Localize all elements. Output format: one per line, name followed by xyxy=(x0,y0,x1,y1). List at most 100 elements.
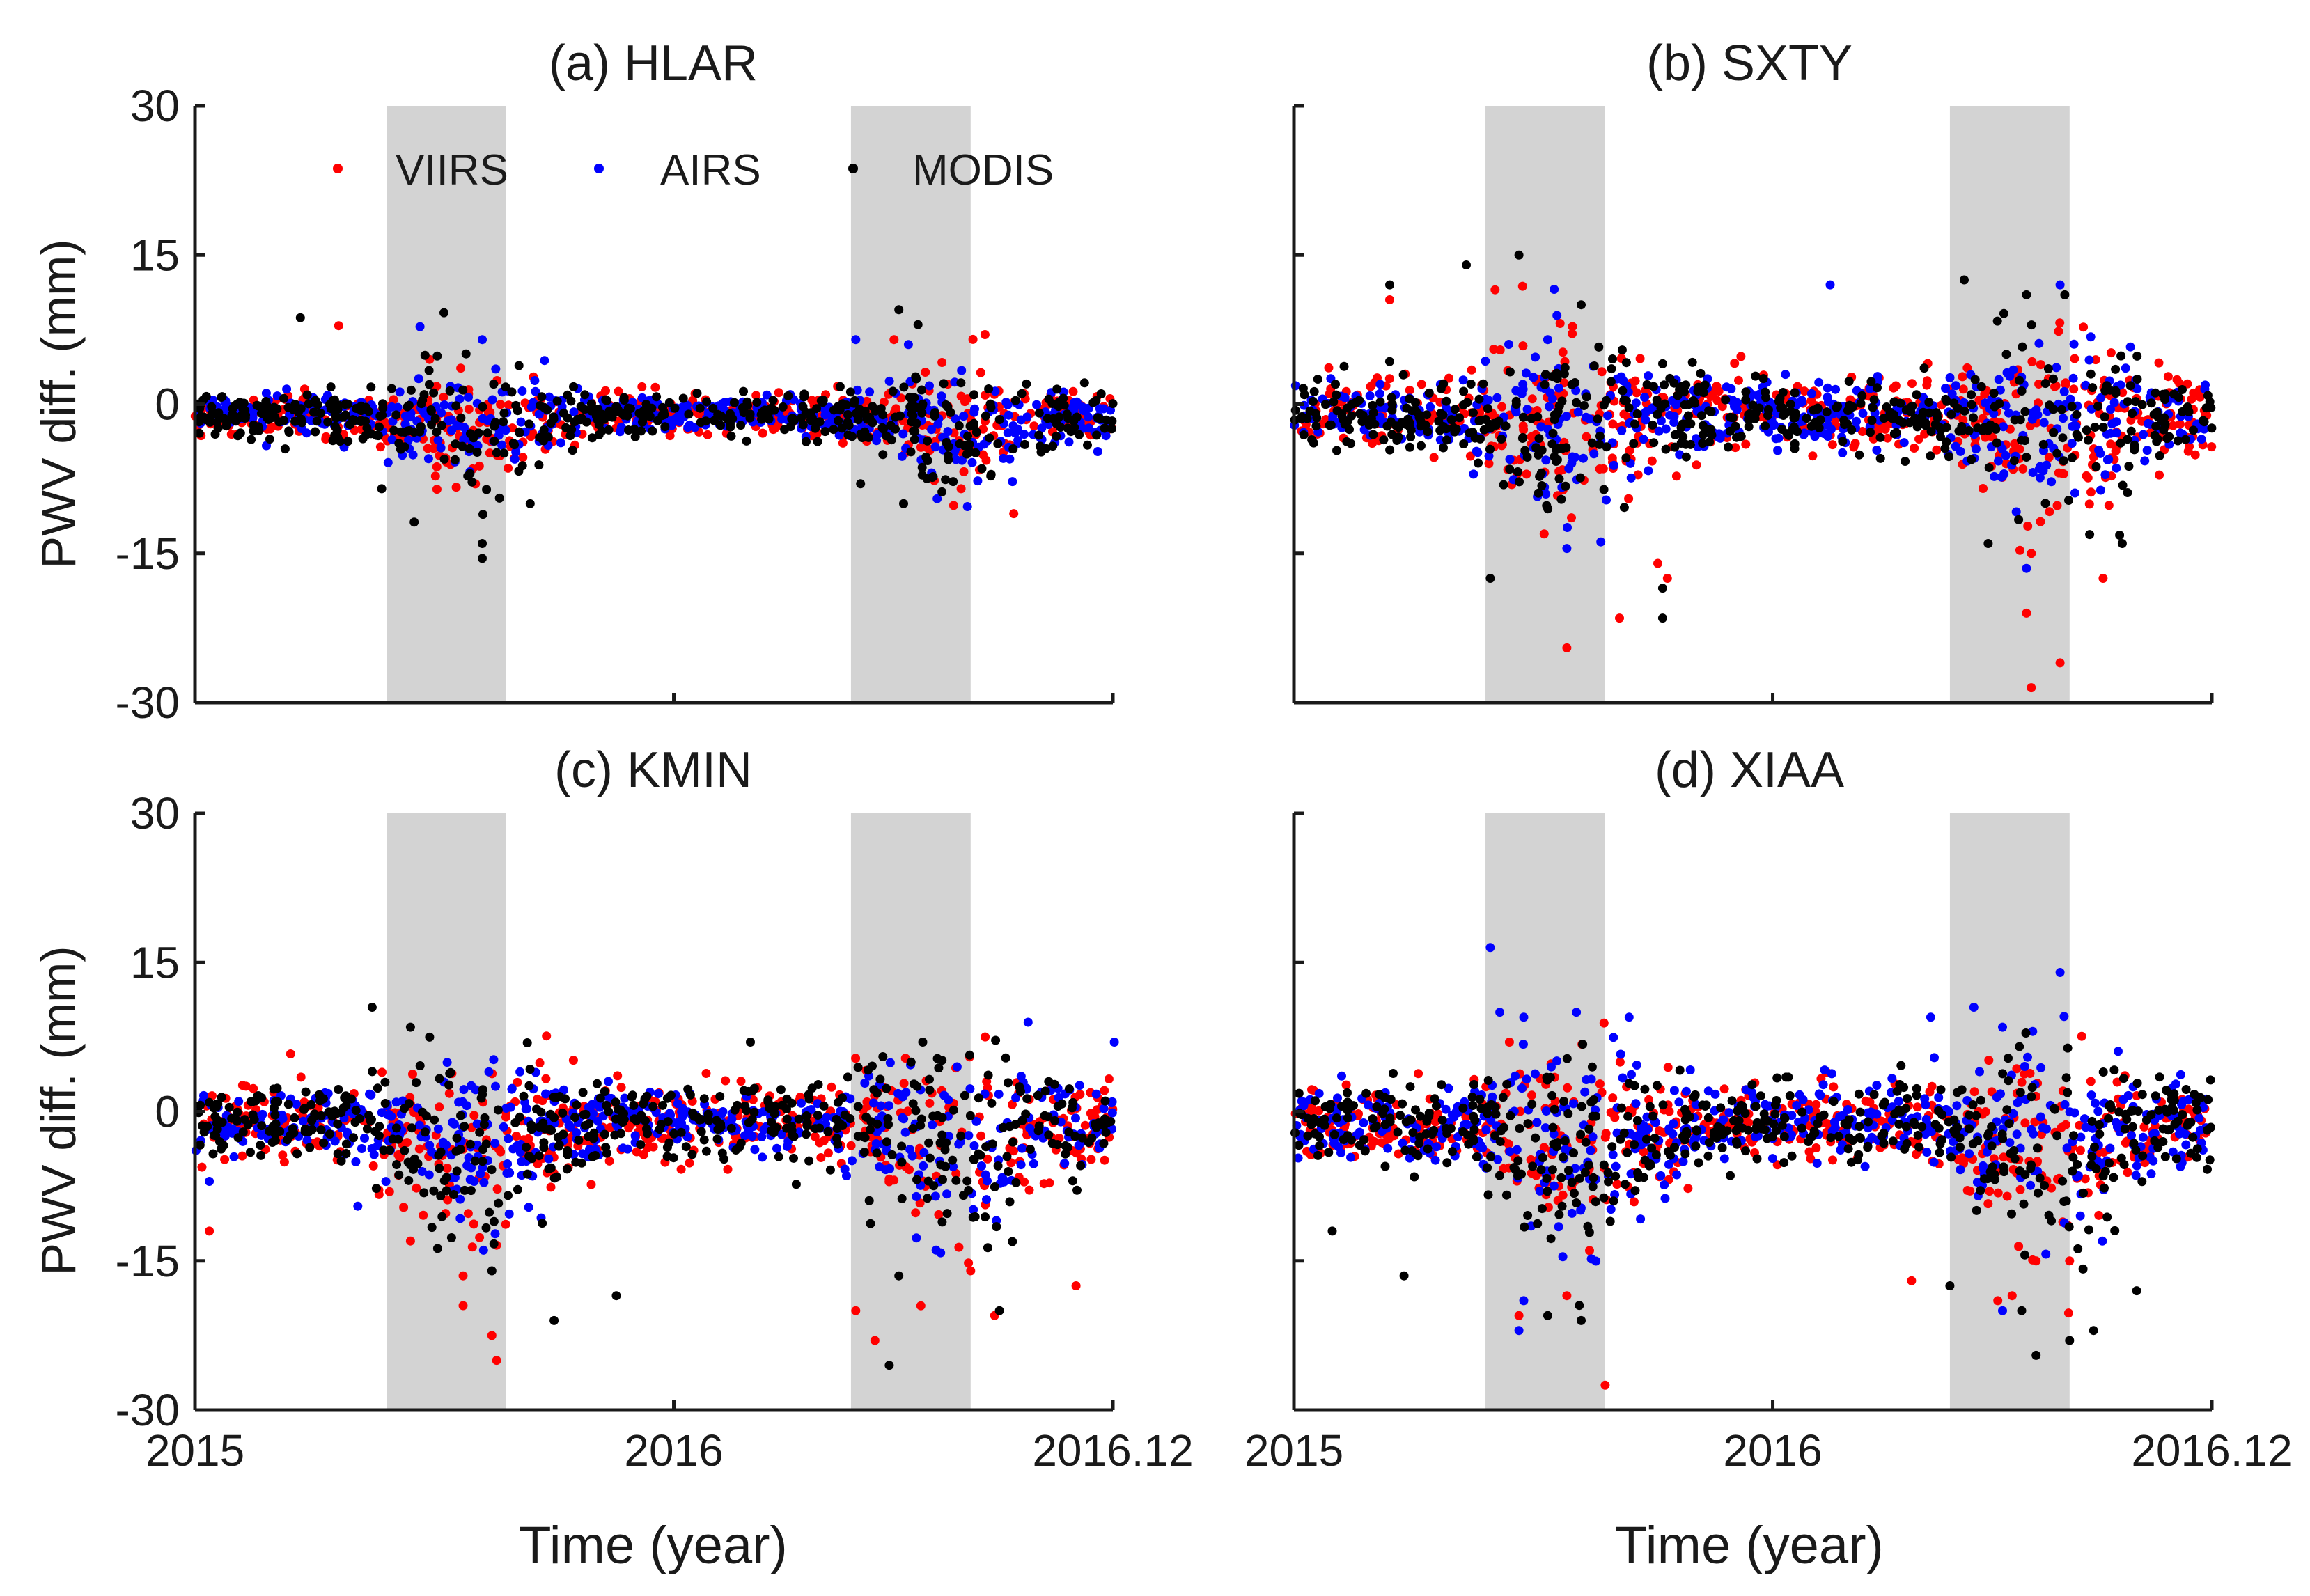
data-point xyxy=(1899,438,1909,448)
data-point xyxy=(1024,1185,1034,1195)
data-point xyxy=(464,392,473,402)
data-point xyxy=(912,1191,921,1201)
data-point xyxy=(660,422,670,432)
data-point xyxy=(1467,365,1476,375)
data-point xyxy=(247,435,256,444)
data-point xyxy=(767,403,776,413)
data-point xyxy=(469,1111,479,1120)
data-point xyxy=(232,1116,242,1126)
data-point xyxy=(360,1134,369,1143)
data-point xyxy=(922,474,932,483)
data-point xyxy=(2052,363,2061,373)
data-point xyxy=(884,376,894,386)
data-point xyxy=(845,387,855,397)
data-point xyxy=(859,1148,869,1157)
data-point xyxy=(1947,389,1957,399)
data-point xyxy=(1921,421,1930,430)
data-point xyxy=(435,1102,444,1112)
data-point xyxy=(2086,332,2096,342)
data-point xyxy=(374,1131,384,1141)
data-point xyxy=(2183,402,2192,412)
data-point xyxy=(1545,402,1554,412)
data-point xyxy=(2132,351,2142,361)
data-point xyxy=(925,1098,935,1108)
data-point xyxy=(341,410,350,420)
data-point xyxy=(456,363,466,373)
data-point xyxy=(869,1098,878,1108)
data-point xyxy=(433,1124,443,1134)
data-point xyxy=(2085,530,2095,540)
data-point xyxy=(532,1104,541,1114)
data-point xyxy=(911,1208,921,1218)
data-point xyxy=(508,1144,518,1154)
data-point xyxy=(474,428,483,438)
data-point xyxy=(1045,1178,1054,1188)
data-point xyxy=(701,1146,711,1156)
data-point xyxy=(545,392,554,402)
data-point xyxy=(1495,345,1505,354)
data-point xyxy=(234,1097,244,1106)
data-point xyxy=(233,431,242,441)
data-point xyxy=(1907,379,1917,389)
data-point xyxy=(721,1076,731,1086)
data-point xyxy=(944,1095,953,1105)
data-point xyxy=(960,1090,969,1100)
data-point xyxy=(870,1336,880,1345)
data-point xyxy=(1100,423,1109,433)
data-point xyxy=(2014,515,2024,524)
data-point xyxy=(843,418,852,427)
data-point xyxy=(511,1132,521,1141)
data-point xyxy=(249,1115,259,1125)
data-point xyxy=(868,1061,877,1071)
data-point xyxy=(993,1161,1003,1171)
data-point xyxy=(367,1115,376,1125)
data-point xyxy=(768,396,778,405)
data-point xyxy=(412,1183,421,1193)
data-point xyxy=(1521,368,1531,378)
data-point xyxy=(970,1212,980,1221)
data-point xyxy=(224,1102,234,1112)
data-point xyxy=(1635,354,1645,363)
data-point xyxy=(538,431,548,441)
data-point xyxy=(205,1177,214,1186)
data-point xyxy=(2142,446,2152,455)
data-point xyxy=(198,395,208,405)
data-point xyxy=(2034,338,2044,348)
data-point xyxy=(329,395,339,405)
data-point xyxy=(1806,396,1816,405)
data-point xyxy=(1086,1155,1096,1164)
data-point xyxy=(430,414,440,423)
data-point xyxy=(1599,1018,1609,1028)
data-point xyxy=(600,1087,609,1096)
data-point xyxy=(524,1081,534,1090)
data-point xyxy=(2055,280,2065,290)
panel-b-sxty: (b) SXTY xyxy=(1290,36,2217,705)
data-point xyxy=(921,368,930,377)
data-point xyxy=(789,1153,798,1163)
data-point xyxy=(924,1138,934,1148)
y-tick-label: 0 xyxy=(155,1087,180,1137)
data-point xyxy=(1053,1102,1063,1111)
data-point xyxy=(928,1120,937,1129)
data-point xyxy=(1063,414,1073,423)
data-point xyxy=(1790,413,1800,423)
data-point xyxy=(549,412,559,422)
data-point xyxy=(2094,445,2104,455)
data-point xyxy=(1856,398,1866,408)
data-point xyxy=(465,1139,475,1149)
data-point xyxy=(623,403,633,413)
data-point xyxy=(916,1120,926,1130)
data-point xyxy=(456,413,466,423)
data-point xyxy=(1450,405,1460,414)
data-point xyxy=(1699,430,1708,439)
data-point xyxy=(2106,405,2115,414)
data-point xyxy=(2064,496,2073,505)
data-point xyxy=(552,1172,561,1182)
data-point xyxy=(849,398,859,408)
data-point xyxy=(1758,374,1768,384)
data-point xyxy=(2128,409,2137,418)
data-point xyxy=(1100,1086,1109,1095)
y-tick-label: -30 xyxy=(116,678,180,728)
data-point xyxy=(2010,439,2020,448)
data-point xyxy=(604,1156,614,1166)
